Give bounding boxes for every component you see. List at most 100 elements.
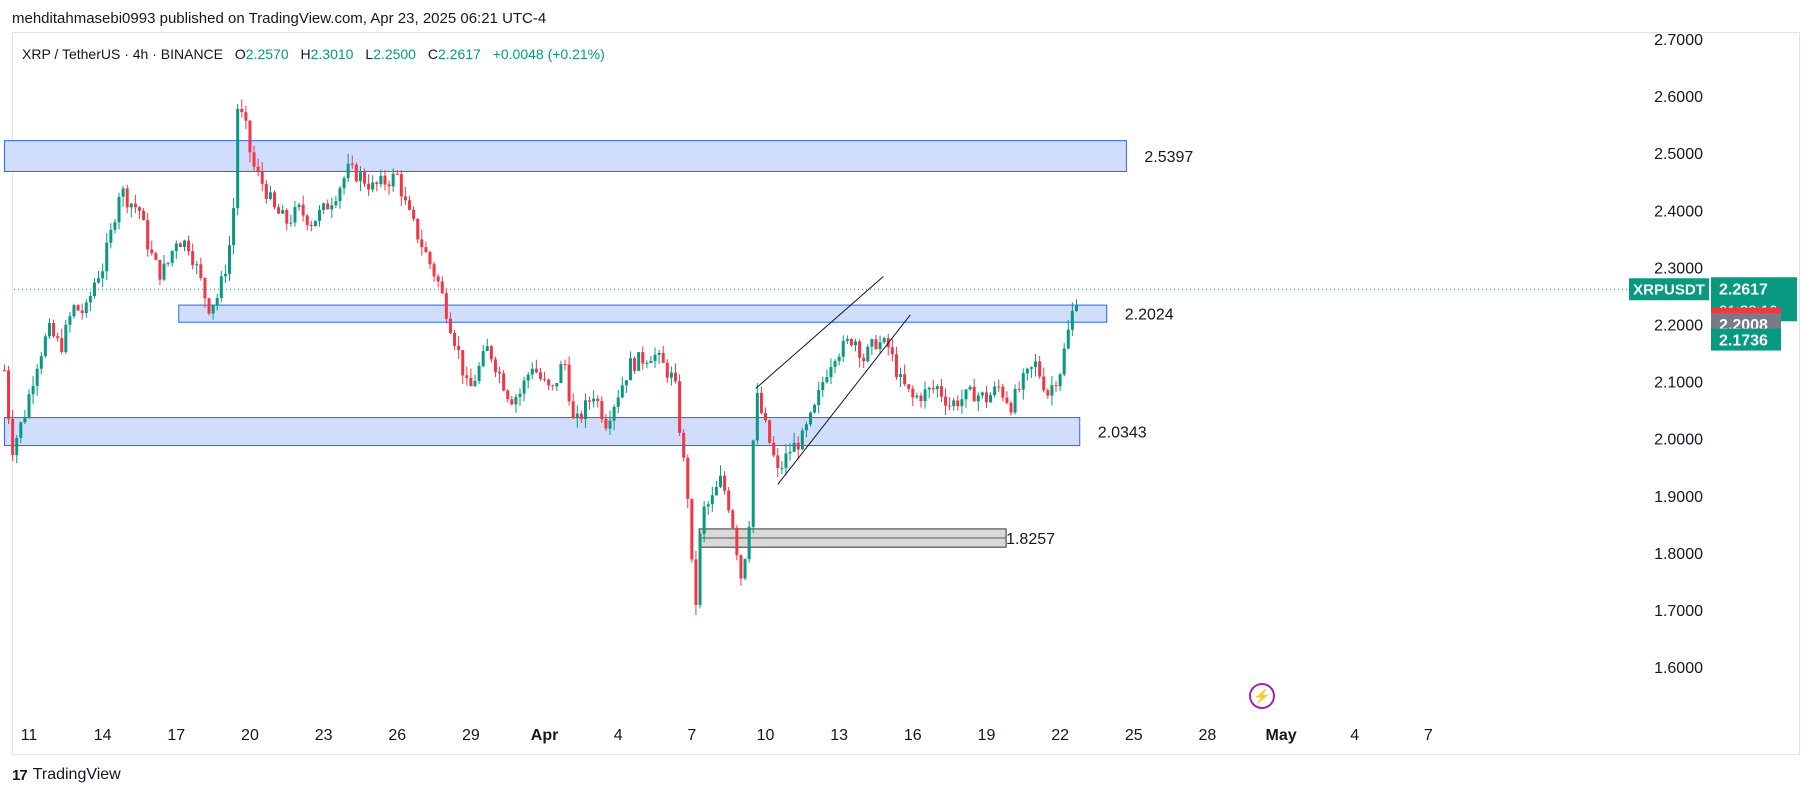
candle-body bbox=[268, 192, 272, 199]
candle-body bbox=[354, 164, 358, 182]
x-tick-label: 4 bbox=[1350, 727, 1359, 744]
candle-body bbox=[723, 475, 727, 491]
candle-body bbox=[682, 432, 686, 458]
candle-body bbox=[76, 305, 80, 311]
candle-body bbox=[935, 386, 939, 390]
candle-body bbox=[997, 386, 1001, 388]
candle-body bbox=[792, 442, 796, 452]
candle-body bbox=[759, 392, 763, 413]
candle-body bbox=[735, 527, 739, 556]
candle-body bbox=[191, 251, 195, 265]
candle-body bbox=[125, 188, 129, 208]
x-tick-label: 11 bbox=[21, 727, 38, 744]
candle-body bbox=[457, 345, 461, 351]
x-tick-label: Apr bbox=[531, 727, 559, 744]
candle-body bbox=[952, 400, 956, 407]
candle-body bbox=[150, 249, 154, 254]
x-tick-label: 20 bbox=[241, 727, 259, 744]
y-tick-label: 2.4000 bbox=[1654, 203, 1703, 220]
x-tick-label: 14 bbox=[94, 727, 112, 744]
candle-body bbox=[624, 380, 628, 386]
candle-body bbox=[579, 413, 583, 420]
candle-body bbox=[747, 526, 751, 560]
candle-body bbox=[375, 182, 379, 185]
candle-body bbox=[960, 399, 964, 407]
candle-body bbox=[43, 336, 47, 357]
candle-body bbox=[485, 346, 489, 352]
tradingview-brand: TradingView bbox=[32, 766, 121, 783]
candle-body bbox=[19, 422, 23, 438]
candle-body bbox=[322, 203, 326, 210]
candle-body bbox=[395, 173, 399, 175]
candle-body bbox=[604, 419, 608, 429]
candle-body bbox=[219, 276, 223, 298]
candle-body bbox=[927, 387, 931, 390]
lightning-icon[interactable]: ⚡ bbox=[1249, 683, 1275, 709]
candle-body bbox=[547, 379, 551, 386]
candle-body bbox=[117, 196, 121, 223]
candle-body bbox=[363, 172, 367, 184]
candle-body bbox=[133, 203, 137, 208]
y-tick-label: 1.8000 bbox=[1654, 546, 1703, 563]
footer-brand[interactable]: 17 TradingView bbox=[12, 766, 121, 784]
candle-body bbox=[137, 207, 141, 211]
candle-body bbox=[534, 368, 538, 373]
candle-body bbox=[821, 382, 825, 390]
candle-body bbox=[686, 457, 690, 499]
candle-body bbox=[1021, 373, 1025, 390]
candle-body bbox=[399, 174, 403, 197]
candle-body bbox=[694, 559, 698, 605]
candle-body bbox=[1042, 376, 1046, 391]
zone-label: 2.2024 bbox=[1125, 307, 1174, 324]
candle-body bbox=[661, 352, 665, 363]
candle-body bbox=[768, 420, 772, 443]
candle-body bbox=[412, 209, 416, 219]
candle-body bbox=[894, 354, 898, 378]
candle-body bbox=[931, 387, 935, 390]
candle-body bbox=[387, 184, 391, 187]
candle-body bbox=[1001, 386, 1005, 398]
candle-body bbox=[64, 324, 68, 352]
candle-body bbox=[403, 196, 407, 201]
candle-body bbox=[121, 188, 125, 197]
candle-body bbox=[874, 339, 878, 350]
candle-body bbox=[776, 455, 780, 469]
candle-body bbox=[592, 398, 596, 402]
candle-body bbox=[199, 264, 203, 278]
candle-body bbox=[919, 395, 923, 402]
candle-body bbox=[641, 352, 645, 364]
candle-body bbox=[608, 420, 612, 429]
candle-body bbox=[600, 400, 604, 420]
candle-body bbox=[297, 204, 301, 208]
zone-label: 2.5397 bbox=[1144, 149, 1193, 166]
x-tick-label: 4 bbox=[614, 727, 623, 744]
ohlc-legend: XRP / TetherUS · 4h · BINANCE O2.2570 H2… bbox=[22, 46, 613, 62]
candle-body bbox=[23, 416, 27, 423]
candle-body bbox=[780, 467, 784, 469]
candle-body bbox=[489, 346, 493, 360]
candle-body bbox=[788, 451, 792, 454]
candle-body bbox=[461, 350, 465, 376]
candle-body bbox=[334, 201, 338, 206]
candle-body bbox=[1029, 367, 1033, 369]
candle-body bbox=[211, 305, 215, 314]
candle-body bbox=[244, 112, 248, 121]
candle-body bbox=[633, 358, 637, 371]
candle-body bbox=[158, 259, 162, 280]
candle-body bbox=[232, 208, 236, 246]
x-tick-label: 16 bbox=[904, 727, 922, 744]
candle-body bbox=[506, 390, 510, 400]
symbol-badge-label: XRPUSDT bbox=[1633, 281, 1705, 298]
candle-body bbox=[227, 245, 231, 274]
candle-body bbox=[518, 393, 522, 397]
trendline bbox=[755, 276, 884, 389]
y-tick-label: 2.7000 bbox=[1654, 32, 1703, 49]
candle-body bbox=[890, 347, 894, 355]
candle-body bbox=[751, 440, 755, 527]
candle-body bbox=[146, 220, 150, 250]
candle-body bbox=[1070, 310, 1074, 330]
candle-body bbox=[465, 375, 469, 378]
candle-body bbox=[416, 218, 420, 240]
candle-body bbox=[84, 302, 88, 314]
